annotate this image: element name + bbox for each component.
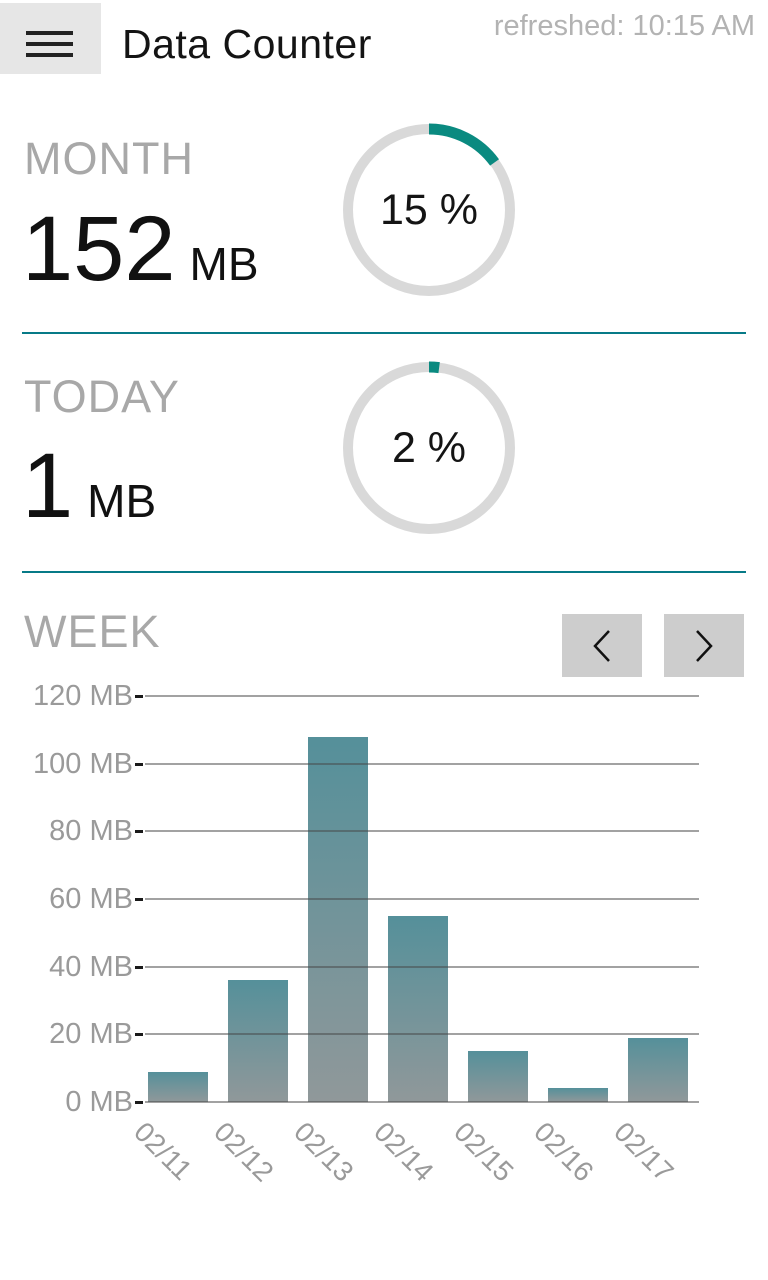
ring-progress xyxy=(342,361,516,535)
gridline xyxy=(145,695,699,697)
section-divider xyxy=(22,332,746,334)
bar-02/14 xyxy=(388,915,448,1102)
axis-tick xyxy=(135,695,143,698)
x-axis-label: 02/17 xyxy=(608,1116,680,1188)
bar-02/17 xyxy=(628,1037,688,1102)
today-value-unit: MB xyxy=(87,475,157,527)
y-axis-label: 120 MB xyxy=(33,680,133,712)
y-axis-label: 80 MB xyxy=(49,815,133,848)
y-axis-label: 60 MB xyxy=(49,883,133,915)
ring-progress xyxy=(342,123,516,297)
month-value-number: 152 xyxy=(22,198,176,300)
y-axis-label: 20 MB xyxy=(49,1018,133,1051)
menu-button[interactable] xyxy=(0,3,101,74)
hamburger-bar xyxy=(26,42,73,46)
hamburger-bar xyxy=(26,53,73,57)
y-axis-label: 0 MB xyxy=(65,1086,133,1118)
x-axis-label: 02/11 xyxy=(128,1116,199,1187)
gridline xyxy=(145,965,699,968)
today-percent-label: 2 % xyxy=(391,424,467,472)
bar-02/11 xyxy=(148,1071,208,1102)
week-prev-button[interactable] xyxy=(562,614,642,677)
month-value-unit: MB xyxy=(189,238,259,290)
x-axis-label: 02/14 xyxy=(368,1116,440,1188)
y-axis-label: 40 MB xyxy=(49,950,133,983)
x-axis-label: 02/15 xyxy=(448,1116,520,1188)
page-title: Data Counter xyxy=(122,21,372,67)
axis-tick xyxy=(135,1101,143,1104)
month-usage-value: 152 MB xyxy=(22,203,259,295)
bar-02/15 xyxy=(468,1051,528,1102)
today-value-number: 1 xyxy=(22,435,74,537)
axis-tick xyxy=(135,898,143,901)
gridline xyxy=(145,1101,699,1103)
x-axis-label: 02/13 xyxy=(288,1116,360,1188)
bar-02/16 xyxy=(548,1088,608,1102)
hamburger-bar xyxy=(26,31,73,35)
month-percent-label: 15 % xyxy=(379,186,478,234)
today-progress-ring xyxy=(342,361,516,535)
section-divider xyxy=(22,571,746,573)
month-progress-ring xyxy=(342,123,516,297)
axis-tick xyxy=(135,830,143,834)
gridline xyxy=(145,762,699,765)
today-usage-value: 1 MB xyxy=(22,440,156,532)
x-axis-label: 02/16 xyxy=(528,1116,600,1188)
gridline xyxy=(145,898,699,900)
y-axis-label: 100 MB xyxy=(33,747,133,780)
axis-tick xyxy=(135,1033,143,1037)
today-section-label: TODAY xyxy=(24,371,180,422)
gridline xyxy=(145,1033,699,1036)
x-axis-label: 02/12 xyxy=(208,1116,280,1188)
month-section-label: MONTH xyxy=(24,133,194,184)
refreshed-timestamp: refreshed: 10:15 AM xyxy=(493,10,755,42)
week-section-label: WEEK xyxy=(24,606,161,657)
week-next-button[interactable] xyxy=(664,614,744,677)
axis-tick xyxy=(135,762,143,766)
bar-02/12 xyxy=(228,980,288,1102)
bar-02/13 xyxy=(308,736,368,1102)
chevron-right-icon xyxy=(696,629,713,662)
axis-tick xyxy=(135,965,143,969)
hamburger-icon xyxy=(26,31,73,64)
chevron-left-icon xyxy=(593,629,610,662)
gridline xyxy=(145,830,699,833)
